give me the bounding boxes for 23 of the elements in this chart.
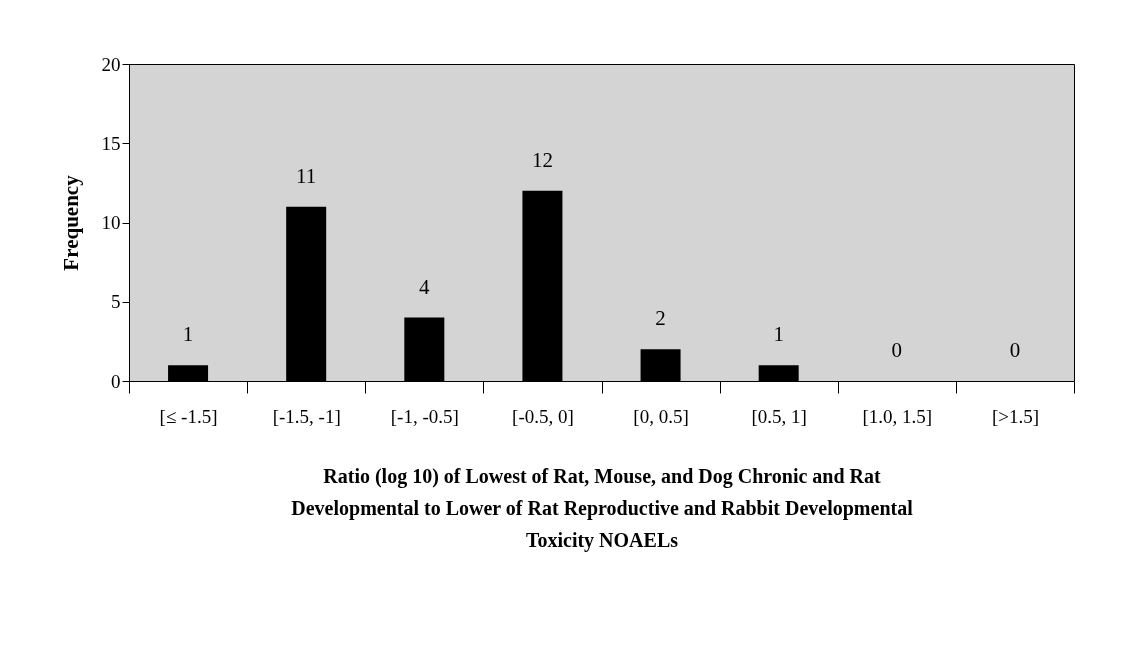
data-label: 12 (531, 147, 553, 172)
y-tick-label: 0 (111, 370, 121, 392)
y-tick-label: 15 (101, 132, 121, 154)
data-label: 1 (182, 322, 194, 347)
y-tick-label: 5 (111, 291, 121, 313)
x-tick-label: [0, 0.5] (633, 405, 689, 427)
y-axis-title: Frequency (58, 174, 83, 271)
data-label: 4 (419, 274, 431, 299)
data-label: 0 (891, 338, 903, 362)
x-tick-label: [-0.5, 0] (512, 405, 574, 427)
x-tick-label: [1.0, 1.5] (862, 405, 933, 427)
data-label: 0 (1009, 338, 1021, 362)
x-tick-label: [≤ -1.5] (159, 405, 218, 427)
y-tick-label: 10 (101, 212, 121, 233)
y-tick-label: 20 (101, 53, 121, 75)
data-label: 11 (296, 163, 317, 188)
x-tick-label: [-1, -0.5] (390, 405, 459, 427)
data-label: 1 (773, 322, 784, 347)
x-tick-label: [0.5, 1] (751, 405, 807, 427)
x-tick-label: [-1.5, -1] (272, 405, 341, 427)
data-label: 2 (655, 306, 666, 331)
x-axis-title: Ratio (log 10) of Lowest of Rat, Mouse, and Dog Chronic and Rat Developmental to Lower of Rat Reproductive and Rabbit Developmental Toxicity NOAELs (291, 464, 914, 552)
x-tick-label: [>1.5] (991, 405, 1039, 427)
